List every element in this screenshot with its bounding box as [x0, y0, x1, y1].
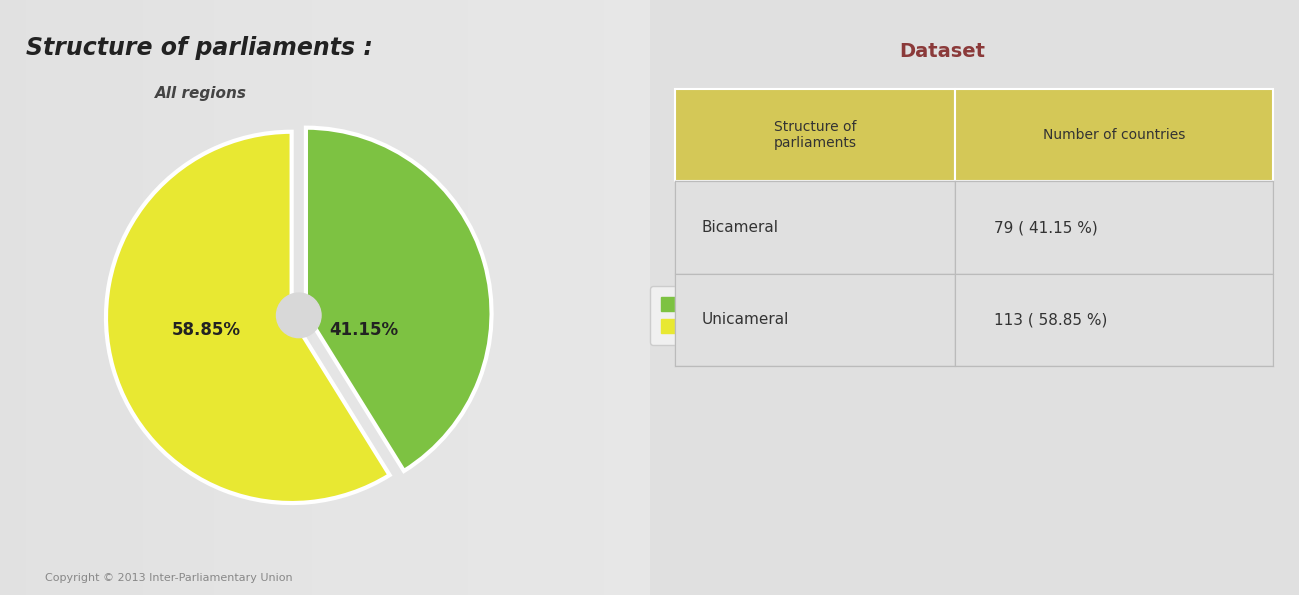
Text: Unicameral: Unicameral — [701, 312, 788, 327]
Text: 41.15%: 41.15% — [329, 321, 399, 339]
Text: All regions: All regions — [156, 86, 247, 101]
FancyBboxPatch shape — [675, 274, 955, 366]
Legend: Bicameral, Unicameral: Bicameral, Unicameral — [650, 286, 779, 345]
FancyBboxPatch shape — [675, 89, 955, 181]
Text: Bicameral: Bicameral — [701, 220, 778, 235]
Text: Dataset: Dataset — [899, 42, 985, 61]
FancyBboxPatch shape — [955, 89, 1273, 181]
Text: 79 ( 41.15 %): 79 ( 41.15 %) — [994, 220, 1098, 235]
Text: 113 ( 58.85 %): 113 ( 58.85 %) — [994, 312, 1107, 327]
Text: Number of countries: Number of countries — [1043, 129, 1185, 142]
Text: Copyright © 2013 Inter-Parliamentary Union: Copyright © 2013 Inter-Parliamentary Uni… — [45, 573, 292, 583]
FancyBboxPatch shape — [675, 181, 955, 274]
Text: 58.85%: 58.85% — [171, 321, 240, 339]
Text: Structure of
parliaments: Structure of parliaments — [774, 120, 856, 151]
Wedge shape — [107, 131, 390, 503]
FancyBboxPatch shape — [955, 274, 1273, 366]
Text: Structure of parliaments :: Structure of parliaments : — [26, 36, 373, 60]
FancyBboxPatch shape — [955, 181, 1273, 274]
Wedge shape — [305, 128, 491, 471]
Circle shape — [277, 293, 321, 337]
